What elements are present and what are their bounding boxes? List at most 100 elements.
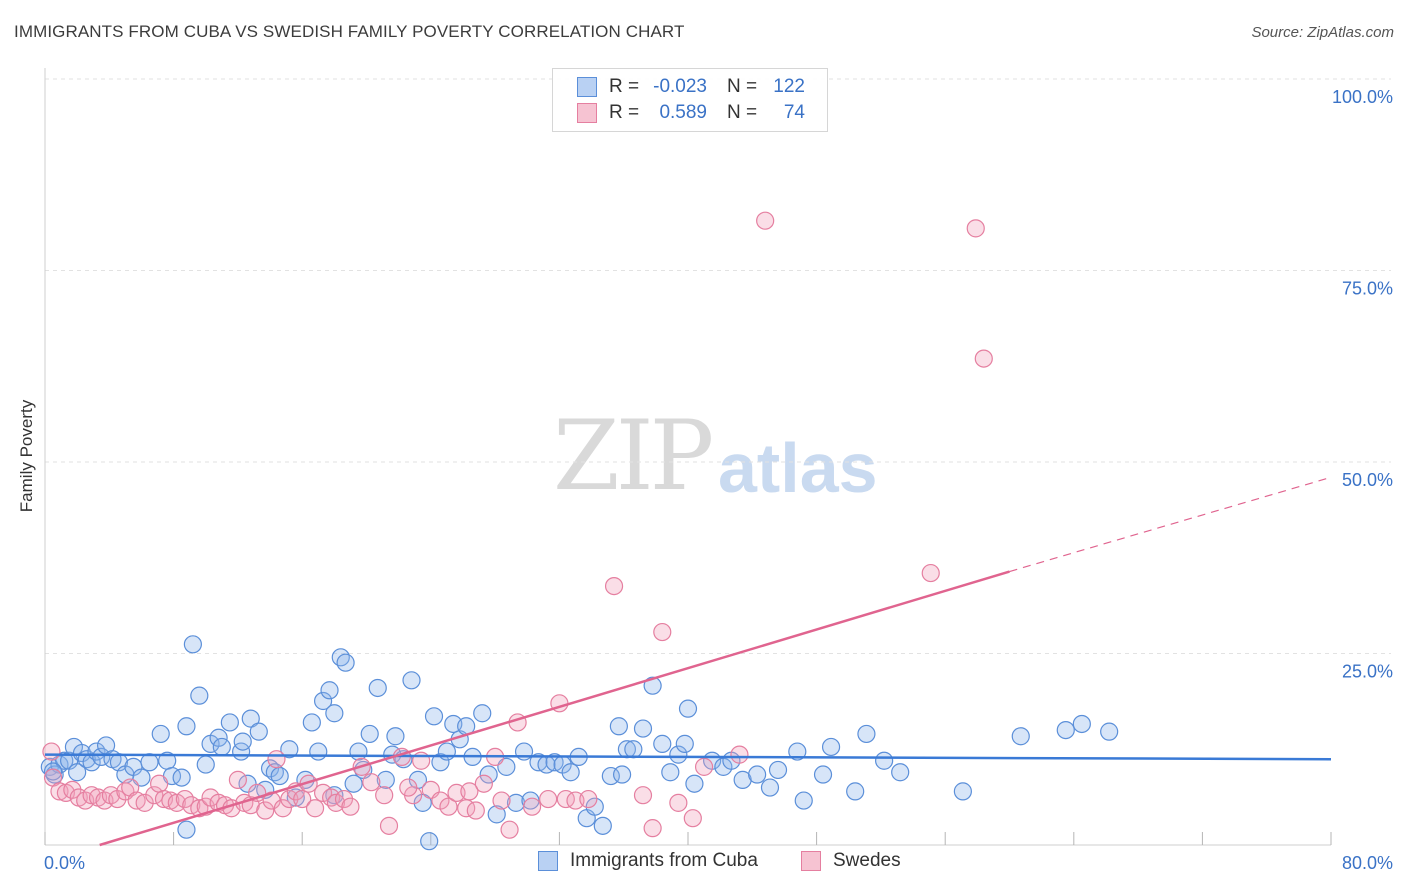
data-point: [788, 742, 807, 761]
legend-label-cuba: Immigrants from Cuba: [570, 850, 758, 871]
data-point: [72, 743, 92, 763]
data-point: [42, 742, 61, 761]
legend-swatch-swedes: [577, 103, 597, 123]
data-point: [561, 763, 580, 782]
data-point: [643, 676, 662, 695]
data-point: [678, 699, 698, 718]
data-point: [593, 816, 612, 835]
legend-row-cuba: R = -0.023 N = 122: [577, 75, 805, 99]
legend-item-swedes[interactable]: Swedes: [801, 850, 901, 872]
data-point: [857, 724, 876, 744]
data-point: [172, 768, 191, 787]
data-point: [431, 753, 450, 772]
legend-n-value: 122: [773, 76, 805, 97]
data-point: [379, 816, 399, 835]
data-point: [579, 789, 598, 809]
data-point: [460, 782, 479, 801]
data-point: [669, 793, 688, 812]
legend-swatch-swedes: [801, 851, 821, 871]
chart-title: IMMIGRANTS FROM CUBA VS SWEDISH FAMILY P…: [14, 22, 685, 41]
data-point: [302, 713, 321, 732]
series-legend: Immigrants from Cuba Swedes: [0, 850, 1406, 878]
legend-row-swedes: R = 0.589 N = 74: [577, 101, 805, 125]
y-tick-label: 100.0%: [1332, 87, 1393, 107]
data-point: [362, 773, 381, 792]
legend-n-value: 74: [783, 102, 805, 123]
data-point: [891, 763, 910, 782]
data-point: [500, 820, 519, 839]
data-point: [424, 707, 444, 726]
data-point: [413, 793, 432, 812]
data-point: [145, 786, 164, 805]
data-point: [1011, 727, 1030, 746]
trend-lines: [44, 476, 1332, 847]
data-point: [846, 782, 865, 801]
legend-r-value: -0.023: [653, 76, 707, 97]
data-point: [212, 737, 231, 757]
legend-r-label: R =: [609, 102, 640, 123]
data-point: [768, 760, 788, 780]
legend-n-label: N =: [727, 102, 758, 123]
data-point: [135, 793, 154, 812]
data-point: [309, 742, 328, 761]
source-label: Source: ZipAtlas.com: [1251, 24, 1394, 41]
data-point: [821, 737, 841, 757]
data-point: [953, 782, 972, 801]
legend-n-label: N =: [727, 76, 758, 97]
watermark-zip: ZIP: [553, 400, 714, 512]
data-point: [45, 765, 64, 784]
data-point: [402, 671, 421, 690]
data-point: [794, 791, 813, 810]
data-point: [183, 635, 202, 654]
data-point: [320, 681, 339, 700]
data-point: [286, 788, 305, 807]
data-point: [730, 745, 749, 764]
legend-r-value: 0.589: [659, 102, 707, 123]
data-point: [344, 774, 363, 793]
data-point: [325, 786, 344, 805]
y-tick-label: 75.0%: [1342, 279, 1393, 299]
y-axis-label: Family Poverty: [17, 399, 36, 513]
data-point: [267, 750, 286, 769]
data-point: [473, 704, 492, 723]
data-point: [140, 753, 159, 772]
data-point: [177, 820, 196, 839]
y-tick-label: 25.0%: [1342, 662, 1393, 682]
data-point: [685, 774, 704, 793]
series-immigrants-from-cuba: [40, 635, 1119, 851]
legend-swatch-cuba: [538, 851, 558, 871]
data-point: [675, 734, 694, 753]
data-point: [683, 809, 702, 828]
data-point: [653, 734, 672, 753]
legend-item-cuba[interactable]: Immigrants from Cuba: [538, 850, 758, 872]
data-point: [293, 789, 312, 809]
legend-r-label: R =: [609, 76, 640, 97]
data-point: [604, 576, 624, 596]
data-point: [305, 799, 325, 818]
data-point: [220, 713, 239, 732]
data-point: [376, 770, 395, 789]
data-point: [150, 774, 169, 793]
data-point: [325, 704, 344, 723]
data-point: [256, 801, 275, 820]
data-point: [228, 770, 247, 789]
data-point: [313, 691, 333, 711]
data-point: [669, 745, 688, 764]
data-point: [748, 765, 767, 784]
data-point: [813, 765, 833, 784]
data-point: [196, 755, 215, 774]
axes: [44, 68, 1332, 846]
data-point: [270, 766, 289, 786]
data-point: [1056, 720, 1075, 740]
data-point: [336, 653, 355, 672]
trend-line-swedes-extension: [1009, 476, 1332, 573]
data-point: [612, 765, 632, 784]
data-point: [760, 778, 780, 797]
data-point: [439, 797, 458, 816]
data-point: [420, 832, 439, 851]
data-point: [177, 717, 196, 736]
trend-line-swedes: [99, 570, 1010, 847]
data-point: [974, 349, 993, 368]
data-point: [375, 786, 394, 805]
data-point: [756, 211, 775, 230]
